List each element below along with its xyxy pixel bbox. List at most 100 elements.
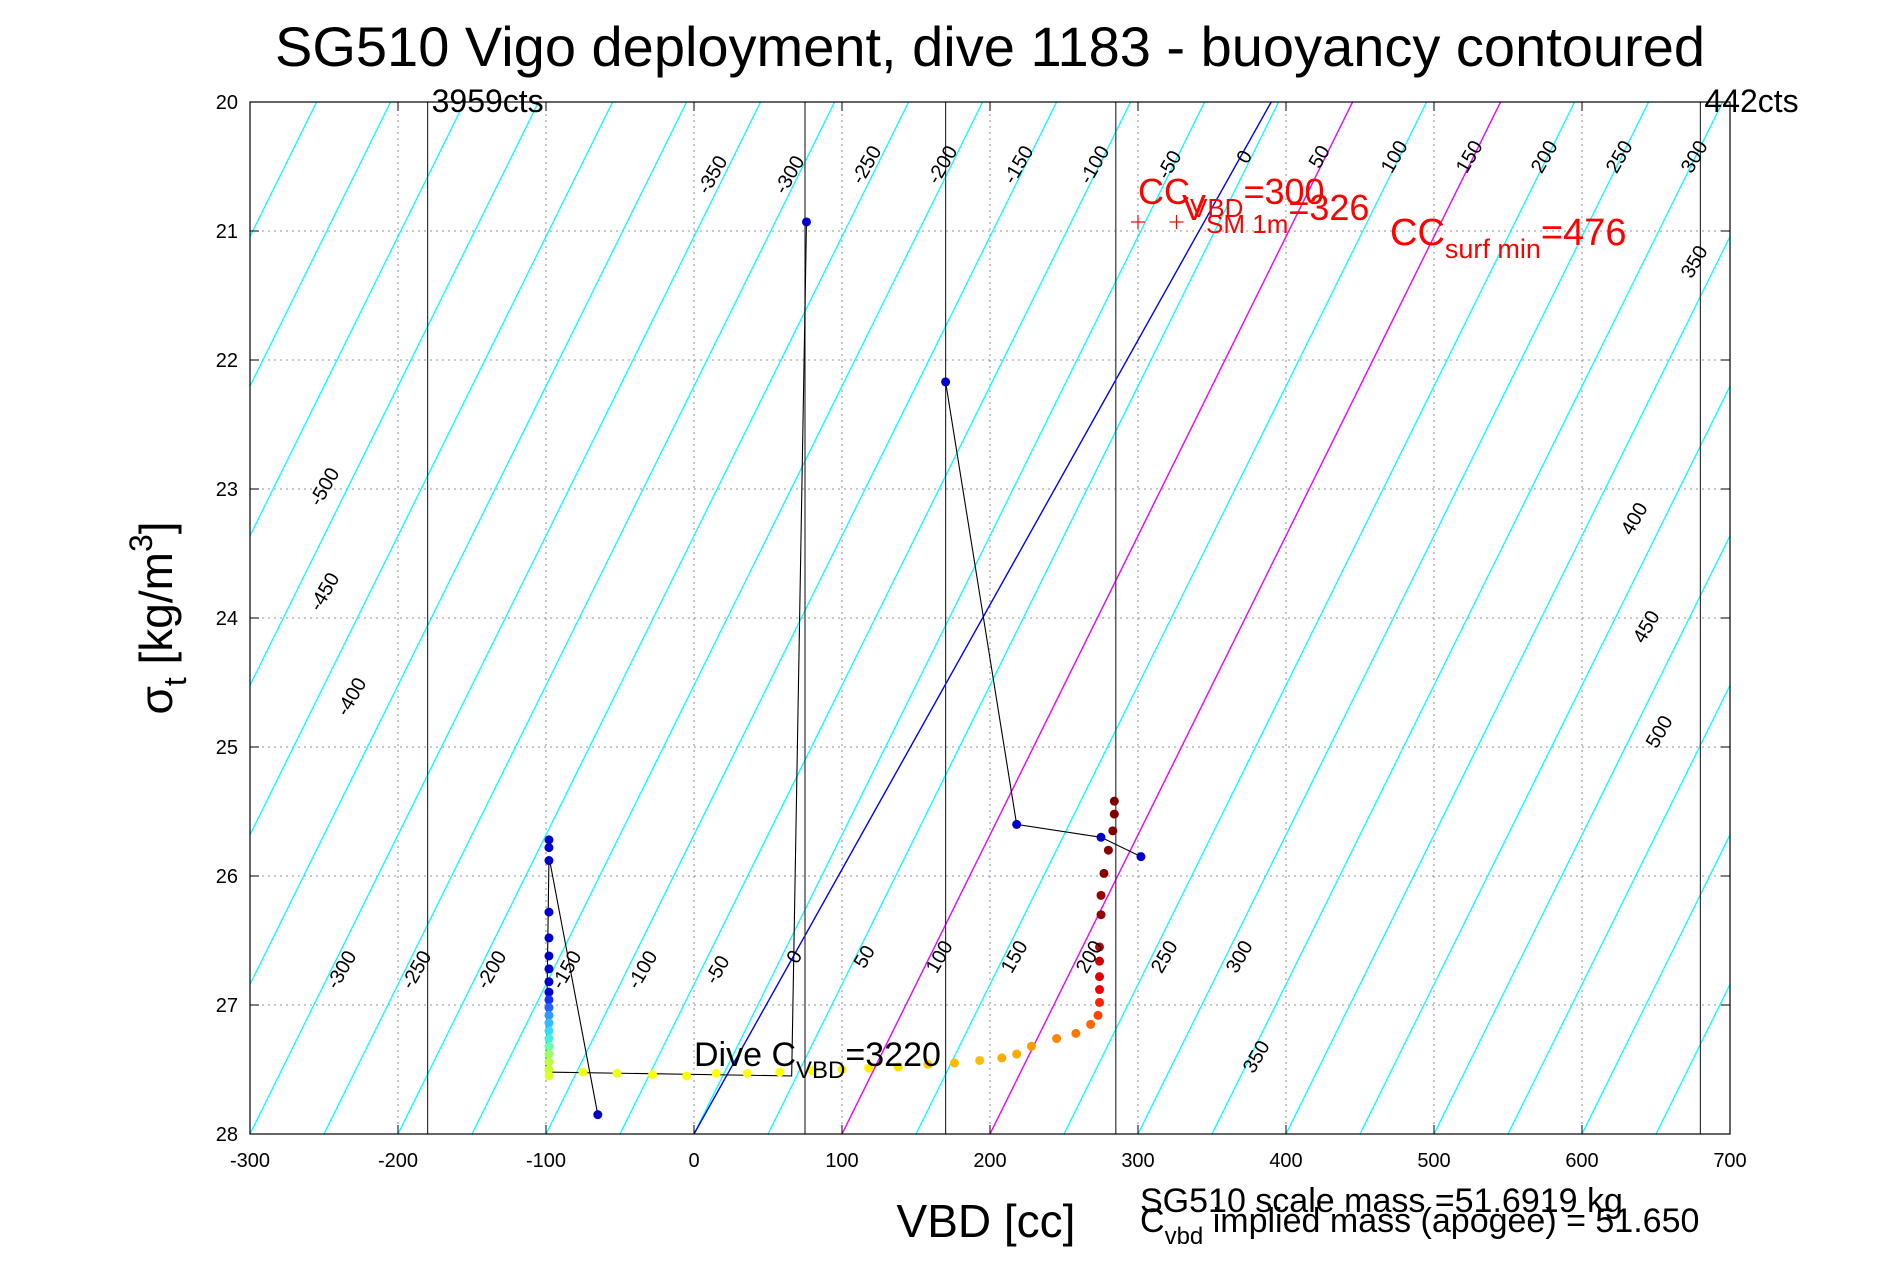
- contour-line: [1433, 534, 1730, 1134]
- x-tick-label: 400: [1269, 1150, 1302, 1172]
- data-point: [544, 1026, 554, 1036]
- contour-label: 250: [1147, 937, 1183, 977]
- data-point: [1099, 868, 1109, 878]
- x-tick-label: 200: [973, 1150, 1006, 1172]
- contour-label: 450: [1629, 607, 1665, 647]
- x-axis-label: VBD [cc]: [897, 1195, 1076, 1247]
- contour-label: -150: [999, 142, 1038, 188]
- data-point: [923, 1059, 933, 1069]
- data-point: [1012, 819, 1022, 829]
- vsm-annotation: VSM 1m=326: [1182, 187, 1369, 239]
- data-point: [1109, 809, 1119, 819]
- contour-label: 250: [1602, 137, 1638, 177]
- data-point: [544, 843, 554, 853]
- contour-label: 500: [1642, 712, 1678, 752]
- contour-label: -200: [472, 947, 511, 993]
- scale-mass-annotation: SG510 scale mass =51.6919 kg: [1140, 1182, 1623, 1220]
- data-point: [742, 1068, 752, 1078]
- y-tick-label: 23: [216, 479, 238, 501]
- contour-label: 0: [782, 947, 807, 968]
- contour-line: [250, 102, 540, 687]
- contour-line: [250, 102, 762, 1134]
- contour-label: 400: [1617, 499, 1653, 539]
- contour-line: [693, 102, 1206, 1134]
- contour-label: 350: [1677, 242, 1713, 282]
- contour-label: 50: [850, 942, 880, 972]
- data-point: [975, 1055, 985, 1065]
- y-tick-label: 28: [216, 1124, 238, 1146]
- trajectory-line: [545, 221, 808, 1115]
- y-axis-label-sup: 3: [123, 534, 159, 552]
- contour-label: -300: [770, 152, 809, 198]
- red-plus-marker: [1131, 214, 1145, 229]
- data-point: [1096, 890, 1106, 900]
- data-point: [1096, 832, 1106, 842]
- y-axis-label-unit: [kg/m: [130, 552, 182, 677]
- data-point: [612, 1068, 622, 1078]
- data-point: [578, 1067, 588, 1077]
- data-point: [1071, 1028, 1081, 1038]
- data-point: [711, 1068, 721, 1078]
- contour-label: 150: [997, 937, 1033, 977]
- contour-label: -200: [923, 142, 962, 188]
- contour-line: [250, 102, 614, 837]
- data-point: [544, 987, 554, 997]
- contour-label: 300: [1222, 937, 1258, 977]
- y-axis-label-close: ]: [130, 521, 182, 534]
- x-tick-label: 700: [1713, 1150, 1746, 1172]
- y-tick-label: 21: [216, 221, 238, 243]
- y-tick-label: 27: [216, 995, 238, 1017]
- reference-lines: [427, 102, 1702, 1134]
- contour-line: [545, 102, 1058, 1134]
- contour-line: [619, 102, 1132, 1134]
- data-point: [544, 1018, 554, 1028]
- contour-label: -500: [305, 464, 344, 510]
- magenta-reference-line: [841, 102, 1354, 1134]
- x-tick-label: 600: [1565, 1150, 1598, 1172]
- axis-ticks: -300 -200 -100 0 100 200 300 400 500 600 700202122…: [216, 92, 1747, 1172]
- data-point: [1136, 852, 1146, 862]
- contour-line: [323, 102, 836, 1134]
- y-tick-label: 22: [216, 350, 238, 372]
- y-axis-label: σt [kg/m3]: [123, 521, 193, 714]
- contour-label: -300: [322, 947, 361, 993]
- data-point: [544, 1065, 554, 1074]
- contour-line: [1729, 1132, 1730, 1134]
- contour-label: -250: [397, 947, 436, 993]
- data-point: [1086, 1019, 1096, 1029]
- contour-label: -150: [547, 947, 586, 993]
- x-tick-label: -300: [230, 1150, 270, 1172]
- svg-text:σt [kg/m3]: σt [kg/m3]: [123, 521, 193, 714]
- contour-line: [767, 102, 1280, 1134]
- contour-line: [0, 102, 243, 1134]
- contour-line: [250, 102, 392, 388]
- contour-line: [1063, 102, 1576, 1134]
- data-point: [949, 1058, 959, 1068]
- contour-line: [1285, 235, 1730, 1134]
- data-point: [837, 1065, 847, 1074]
- contour-label: -50: [701, 952, 735, 988]
- contour-label: 100: [922, 937, 958, 977]
- data-point: [544, 951, 554, 961]
- vertical-line-labels: 3959cts 442cts: [432, 83, 1799, 119]
- data-point: [893, 1062, 903, 1072]
- data-point: [1095, 942, 1105, 952]
- contour-label: 300: [1677, 137, 1713, 177]
- contour-line: [1137, 102, 1650, 1134]
- magenta-reference-line: [989, 102, 1502, 1134]
- contour-label: 100: [1377, 137, 1413, 177]
- contour-line: [1878, 102, 1891, 1134]
- red-plus-marker: [1169, 214, 1184, 229]
- data-point: [1093, 1010, 1103, 1020]
- y-tick-label: 24: [216, 608, 238, 630]
- x-tick-label: 100: [825, 1150, 858, 1172]
- x-tick-label: -200: [378, 1150, 418, 1172]
- contour-line: [1581, 833, 1730, 1134]
- implied-mass-annotation: Cvbd implied mass (apogee) = 51.650: [1140, 1202, 1699, 1250]
- data-point: [544, 856, 554, 866]
- contour-label: -100: [623, 947, 662, 993]
- contour-line: [1507, 683, 1730, 1134]
- contour-label: -250: [847, 142, 886, 188]
